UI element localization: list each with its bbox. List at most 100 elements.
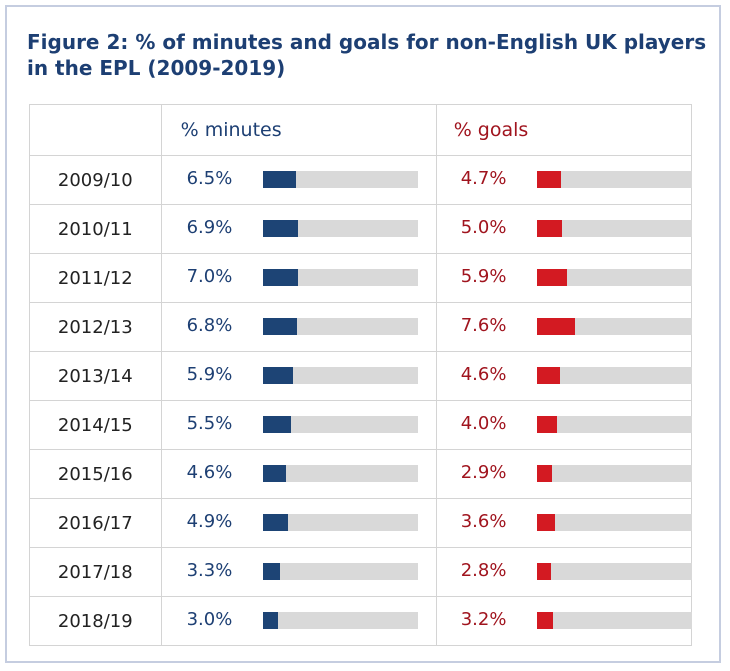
goals-value-label: 4.6% [460, 364, 507, 385]
minutes-bar-track [262, 465, 418, 482]
minutes-value-label: 3.0% [186, 609, 233, 630]
goals-cell: 4.0% [435, 400, 693, 450]
goals-value-label: 2.8% [460, 560, 507, 581]
table-row: 2013/14 5.9% 4.6% [29, 351, 693, 401]
goals-bar-track [536, 269, 692, 286]
table-row: 2012/13 6.8% 7.6% [29, 302, 693, 352]
minutes-bar-track [262, 318, 418, 335]
data-table: % minutes % goals 2009/10 6.5% 4.7% 2010/11… [29, 104, 693, 646]
minutes-cell: 3.3% [160, 547, 437, 597]
minutes-cell: 5.9% [160, 351, 437, 401]
header-minutes-label: % minutes [180, 119, 282, 141]
goals-cell: 2.9% [435, 449, 693, 499]
season-cell: 2014/15 [29, 400, 162, 450]
header-minutes-cell: % minutes [160, 104, 437, 156]
season-cell: 2010/11 [29, 204, 162, 254]
minutes-value-label: 6.8% [186, 315, 233, 336]
goals-cell: 5.0% [435, 204, 693, 254]
goals-value-label: 4.7% [460, 168, 507, 189]
goals-bar [536, 612, 553, 629]
minutes-cell: 5.5% [160, 400, 437, 450]
minutes-value-label: 5.5% [186, 413, 233, 434]
minutes-bar-track [262, 612, 418, 629]
header-goals-label: % goals [453, 119, 529, 141]
minutes-bar [262, 269, 298, 286]
minutes-bar [262, 612, 278, 629]
goals-bar [536, 465, 552, 482]
table-row: 2016/17 4.9% 3.6% [29, 498, 693, 548]
goals-value-label: 3.6% [460, 511, 507, 532]
minutes-bar [262, 514, 288, 531]
goals-bar [536, 171, 561, 188]
goals-bar-track [536, 416, 692, 433]
minutes-bar [262, 171, 296, 188]
header-goals-cell: % goals [435, 104, 693, 156]
season-cell: 2012/13 [29, 302, 162, 352]
minutes-value-label: 6.9% [186, 217, 233, 238]
minutes-value-label: 5.9% [186, 364, 233, 385]
season-cell: 2015/16 [29, 449, 162, 499]
header-row: % minutes % goals [29, 104, 693, 156]
minutes-cell: 6.9% [160, 204, 437, 254]
goals-cell: 2.8% [435, 547, 693, 597]
minutes-bar-track [262, 367, 418, 384]
goals-bar [536, 563, 551, 580]
minutes-bar-track [262, 220, 418, 237]
minutes-value-label: 7.0% [186, 266, 233, 287]
minutes-bar-track [262, 416, 418, 433]
minutes-bar [262, 563, 280, 580]
minutes-value-label: 4.9% [186, 511, 233, 532]
goals-value-label: 4.0% [460, 413, 507, 434]
goals-cell: 3.6% [435, 498, 693, 548]
minutes-cell: 3.0% [160, 596, 437, 646]
goals-bar-track [536, 367, 692, 384]
minutes-bar-track [262, 269, 418, 286]
minutes-cell: 6.5% [160, 155, 437, 205]
minutes-bar-track [262, 563, 418, 580]
minutes-bar [262, 416, 291, 433]
figure-frame: Figure 2: % of minutes and goals for non… [5, 5, 721, 663]
goals-cell: 4.6% [435, 351, 693, 401]
minutes-cell: 4.9% [160, 498, 437, 548]
season-cell: 2018/19 [29, 596, 162, 646]
goals-value-label: 2.9% [460, 462, 507, 483]
minutes-value-label: 3.3% [186, 560, 233, 581]
goals-bar-track [536, 171, 692, 188]
minutes-bar-track [262, 514, 418, 531]
goals-bar [536, 416, 557, 433]
goals-bar [536, 318, 575, 335]
goals-cell: 4.7% [435, 155, 693, 205]
table-row: 2017/18 3.3% 2.8% [29, 547, 693, 597]
minutes-cell: 7.0% [160, 253, 437, 303]
goals-bar [536, 269, 567, 286]
goals-cell: 7.6% [435, 302, 693, 352]
minutes-bar [262, 367, 293, 384]
season-cell: 2016/17 [29, 498, 162, 548]
table-row: 2018/19 3.0% 3.2% [29, 596, 693, 646]
goals-bar-track [536, 465, 692, 482]
goals-bar [536, 220, 562, 237]
minutes-value-label: 6.5% [186, 168, 233, 189]
table-row: 2015/16 4.6% 2.9% [29, 449, 693, 499]
minutes-cell: 4.6% [160, 449, 437, 499]
goals-bar-track [536, 220, 692, 237]
table-row: 2009/10 6.5% 4.7% [29, 155, 693, 205]
goals-value-label: 7.6% [460, 315, 507, 336]
goals-bar-track [536, 514, 692, 531]
goals-bar-track [536, 318, 692, 335]
season-cell: 2011/12 [29, 253, 162, 303]
season-cell: 2013/14 [29, 351, 162, 401]
minutes-bar [262, 220, 298, 237]
goals-value-label: 5.0% [460, 217, 507, 238]
header-year-cell [29, 104, 162, 156]
goals-bar-track [536, 563, 692, 580]
minutes-bar [262, 318, 297, 335]
chart-title: Figure 2: % of minutes and goals for non… [27, 30, 707, 80]
minutes-bar-track [262, 171, 418, 188]
season-cell: 2017/18 [29, 547, 162, 597]
table-row: 2010/11 6.9% 5.0% [29, 204, 693, 254]
goals-bar [536, 367, 560, 384]
minutes-bar [262, 465, 286, 482]
goals-bar-track [536, 612, 692, 629]
goals-value-label: 3.2% [460, 609, 507, 630]
